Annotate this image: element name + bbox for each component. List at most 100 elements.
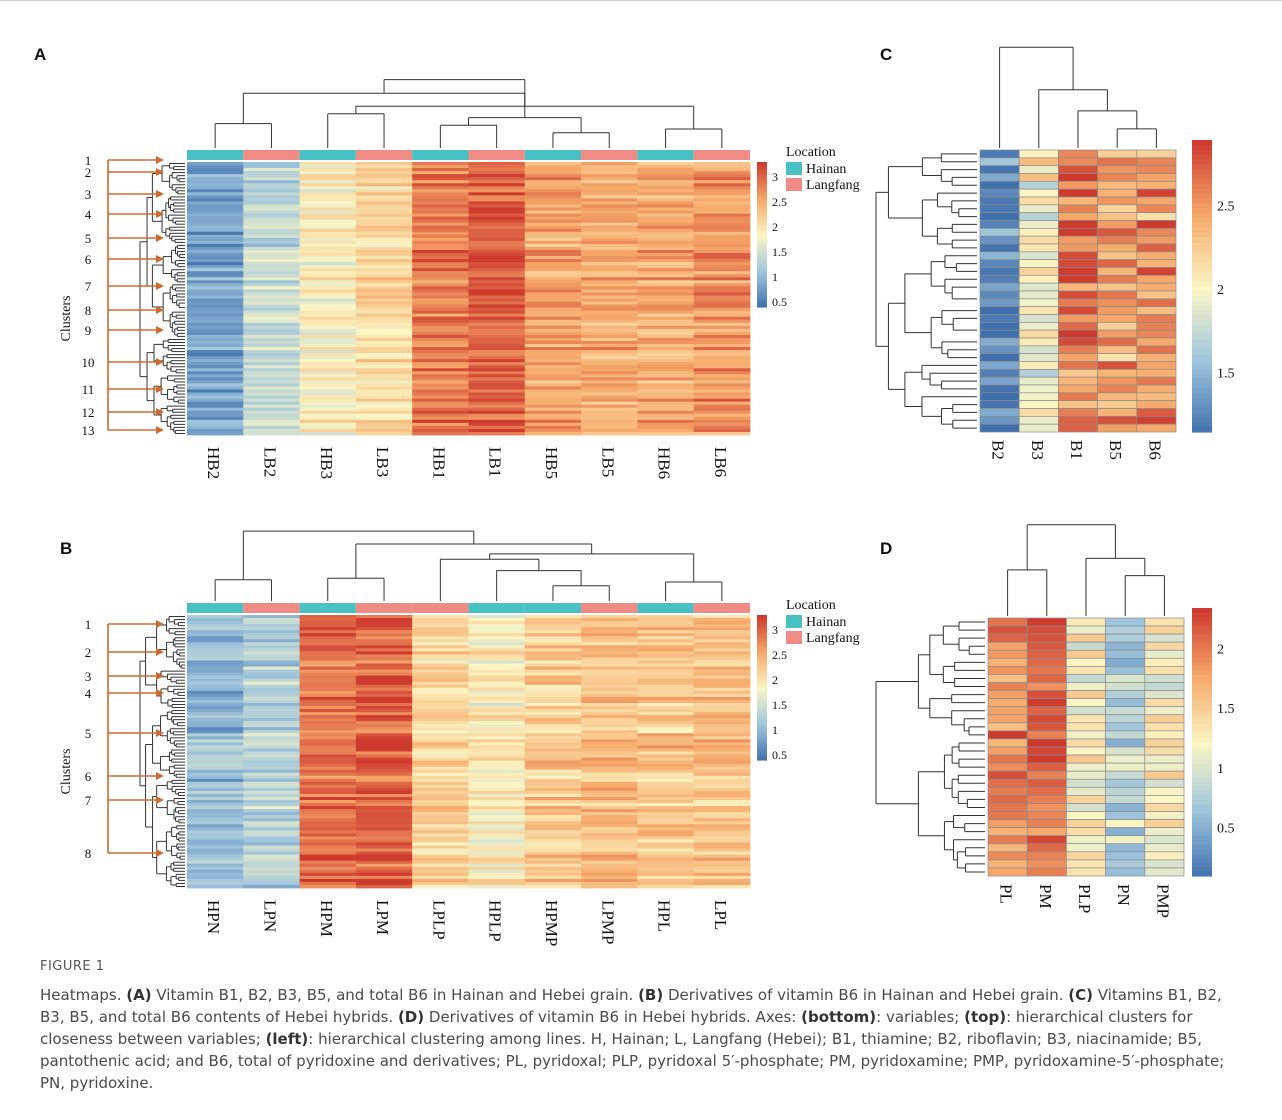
heatmap-cell [987, 730, 1028, 740]
heatmap-cell [637, 812, 695, 816]
colorbar-segment [757, 648, 767, 652]
colorbar-segment [1192, 144, 1212, 151]
heatmap-cell [468, 201, 526, 205]
heatmap-cell [581, 271, 638, 275]
heatmap-cell [524, 371, 582, 375]
heatmap-cell [299, 286, 357, 290]
heatmap-cell [693, 678, 751, 683]
heatmap-cell [1018, 220, 1059, 229]
heatmap-cell [299, 730, 357, 734]
heatmap-cell [243, 715, 300, 719]
heatmap-cell [187, 766, 244, 771]
heatmap-cell [637, 213, 695, 217]
heatmap-cell [581, 328, 638, 333]
heatmap-cell [299, 884, 357, 889]
heatmap-cell [1136, 384, 1177, 394]
heatmap-cell [1026, 690, 1067, 699]
heatmap-cell [299, 842, 357, 846]
heatmap-cell [187, 787, 244, 792]
heatmap-cell [1144, 867, 1185, 877]
heatmap-cell [1097, 361, 1138, 370]
heatmap-cell [468, 642, 526, 646]
heatmap-cell [299, 356, 357, 360]
heatmap-cell [524, 334, 582, 339]
heatmap-cell [581, 878, 638, 883]
heatmap-cell [355, 380, 413, 384]
colorbar-segment [1192, 809, 1212, 815]
heatmap-cell [299, 693, 357, 698]
heatmap-cell [1066, 666, 1106, 675]
heatmap-cell [979, 408, 1020, 417]
heatmap-cell [637, 240, 695, 245]
location-bar-cell [637, 603, 694, 613]
colorbar-segment [1192, 657, 1212, 663]
heatmap-cell [243, 766, 300, 771]
heatmap-cell [412, 331, 469, 336]
heatmap-cell [299, 389, 357, 393]
heatmap-cell [299, 274, 357, 278]
heatmap-cell [355, 757, 413, 761]
heatmap-cell [524, 675, 582, 680]
heatmap-cell [1105, 843, 1146, 853]
heatmap-cell [1066, 706, 1106, 716]
heatmap-cell [987, 666, 1028, 675]
heatmap-cell [412, 845, 469, 849]
heatmap-cell [581, 347, 638, 351]
heatmap-cell [299, 699, 357, 704]
heatmap-cell [187, 833, 244, 837]
heatmap-cell [468, 797, 526, 801]
heatmap-cell [1105, 754, 1146, 764]
heatmap-cell [581, 416, 638, 421]
heatmap-cell [355, 872, 413, 877]
legend-label: Langfang [806, 631, 860, 646]
heatmap-cell [1026, 835, 1067, 845]
heatmap-cell [524, 848, 582, 852]
heatmap-cell [524, 751, 582, 755]
heatmap-cell [1018, 196, 1059, 206]
heatmap-cell [187, 407, 244, 412]
panel-letter-c: C [880, 45, 892, 64]
heatmap-cell [299, 639, 357, 643]
heatmap-cell [581, 839, 638, 843]
heatmap-cell [524, 706, 582, 710]
heatmap-cell [412, 863, 469, 868]
colorbar-segment [1192, 281, 1212, 287]
heatmap-cell [581, 228, 638, 233]
heatmap-cell [1058, 274, 1098, 284]
heatmap-cell [581, 615, 638, 619]
heatmap-cell [187, 660, 244, 664]
colorbar-segment [1192, 746, 1212, 752]
heatmap-cell [581, 821, 638, 825]
heatmap-cell [412, 645, 469, 649]
heatmap-cell [299, 857, 357, 862]
colorbar-segment [757, 278, 767, 282]
colorbar-segment [757, 241, 767, 245]
heatmap-cell [693, 721, 751, 725]
colorbar-segment [1192, 305, 1212, 311]
heatmap-cell [243, 286, 300, 290]
heatmap-cell [1136, 227, 1177, 237]
heatmap-cell [637, 189, 695, 193]
heatmap-cell [412, 666, 469, 670]
heatmap-cell [693, 404, 751, 409]
heatmap-cell [412, 860, 469, 865]
heatmap-cell [243, 654, 300, 658]
heatmap-cell [412, 243, 469, 248]
heatmap-cell [299, 748, 357, 752]
location-bar-cell [243, 603, 300, 613]
heatmap-cell [693, 845, 751, 849]
heatmap-cell [693, 618, 751, 622]
heatmap-cell [243, 222, 300, 227]
heatmap-cell [524, 186, 582, 190]
row-dendrogram [139, 163, 185, 434]
colorbar-segment [1192, 612, 1212, 618]
heatmap-cell [637, 615, 695, 619]
heatmap-cell [637, 872, 695, 877]
heatmap-cell [243, 425, 300, 430]
heatmap-cell [581, 730, 638, 734]
heatmap-cell [524, 322, 582, 327]
heatmap-cell [693, 651, 751, 655]
heatmap-cell [581, 325, 638, 330]
heatmap-cell [299, 168, 357, 172]
heatmap-cell [979, 165, 1020, 174]
